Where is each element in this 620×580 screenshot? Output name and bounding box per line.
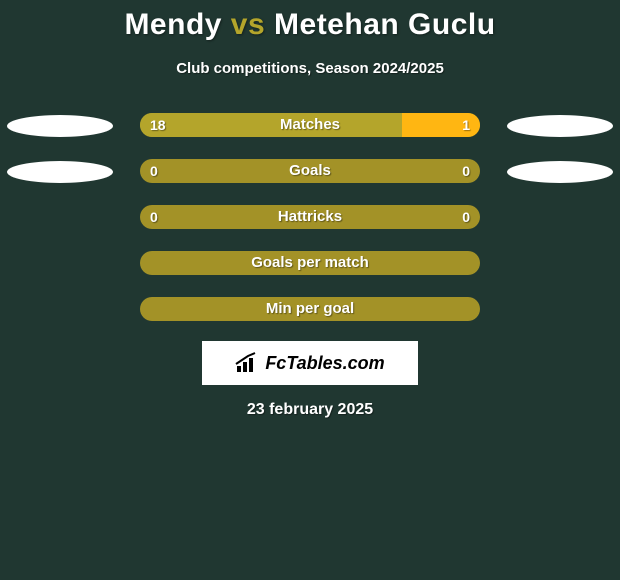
title-player-right: Metehan Guclu (274, 8, 496, 41)
stat-label: Hattricks (140, 205, 480, 229)
stat-row: Matches18 1 (0, 113, 620, 137)
stat-value-right: 0 (462, 205, 470, 229)
stat-value-left: 0 (150, 159, 158, 183)
subtitle: Club competitions, Season 2024/2025 (0, 60, 620, 77)
stat-label: Min per goal (140, 297, 480, 321)
stat-label: Goals per match (140, 251, 480, 275)
stat-value-right: 1 (462, 113, 470, 137)
stat-value-right: 0 (462, 159, 470, 183)
stat-rows: Matches181Goals00Hattricks00Goals per ma… (0, 113, 620, 321)
stat-bar: Goals per match (140, 251, 480, 275)
stat-row: Min per goal (0, 297, 620, 321)
stat-row: Goals per match (0, 251, 620, 275)
bar-chart-icon (235, 352, 261, 374)
logo-text: FcTables.com (265, 353, 384, 374)
stat-bar: Matches (140, 113, 480, 137)
page-title: Mendy vs Metehan Guclu (0, 0, 620, 42)
stat-row: Goals0 0 (0, 159, 620, 183)
stat-value-left: 18 (150, 113, 166, 137)
stat-value-left: 0 (150, 205, 158, 229)
stat-row: Hattricks0 0 (0, 205, 620, 229)
stat-bar: Goals (140, 159, 480, 183)
player-marker-left (7, 161, 113, 183)
date-text: 23 february 2025 (0, 401, 620, 419)
player-marker-left (7, 115, 113, 137)
stat-label: Goals (140, 159, 480, 183)
title-vs: vs (231, 8, 265, 41)
player-marker-right (507, 161, 613, 183)
stat-label: Matches (140, 113, 480, 137)
logo-panel: FcTables.com (202, 341, 418, 385)
stat-bar: Hattricks (140, 205, 480, 229)
player-marker-right (507, 115, 613, 137)
stat-bar: Min per goal (140, 297, 480, 321)
title-player-left: Mendy (124, 8, 222, 41)
